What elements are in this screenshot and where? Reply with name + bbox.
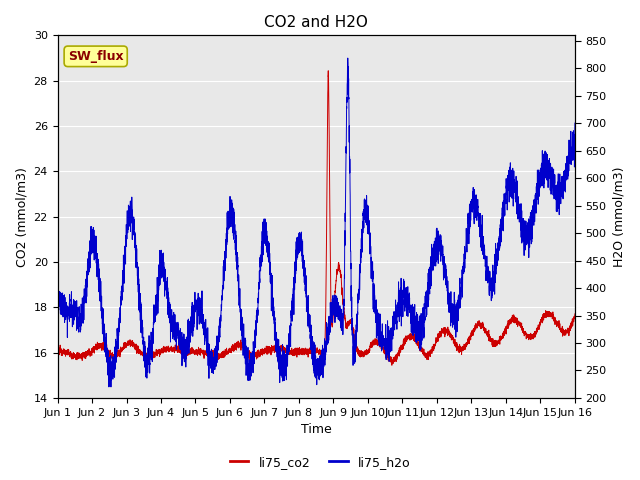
Text: SW_flux: SW_flux [68,50,124,63]
X-axis label: Time: Time [301,423,332,436]
Title: CO2 and H2O: CO2 and H2O [264,15,368,30]
Y-axis label: CO2 (mmol/m3): CO2 (mmol/m3) [15,167,28,266]
Y-axis label: H2O (mmol/m3): H2O (mmol/m3) [612,167,625,267]
Legend: li75_co2, li75_h2o: li75_co2, li75_h2o [225,451,415,474]
